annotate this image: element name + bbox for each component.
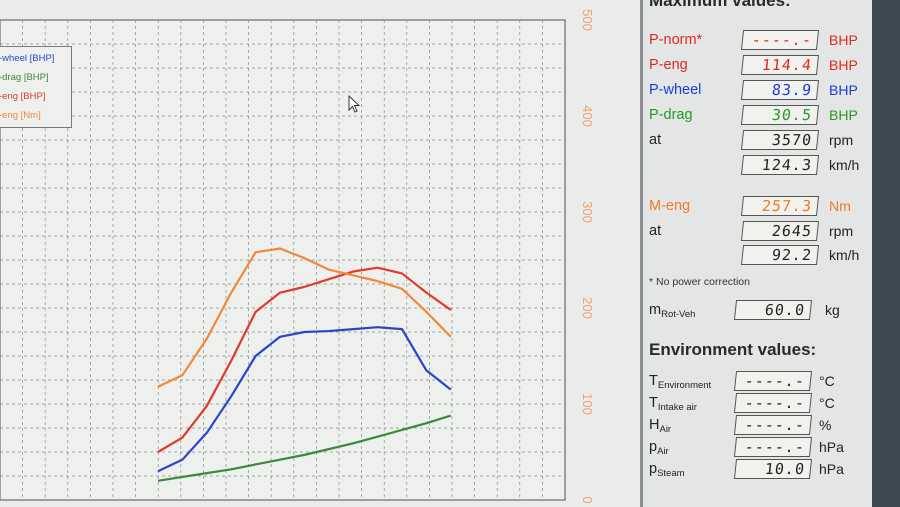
mouse-cursor-icon xyxy=(348,94,361,113)
right-axis-tick-label: 200 xyxy=(580,297,595,319)
value-label: P-wheel xyxy=(649,82,702,98)
series-line-2 xyxy=(157,266,452,453)
torque-rows-row: at 2645 rpm xyxy=(649,220,873,243)
screen-bezel xyxy=(872,0,900,507)
value-unit: rpm xyxy=(829,132,854,148)
max-rows-row: 124.3 km/h xyxy=(649,155,873,177)
value-display: ----.- xyxy=(740,30,820,50)
value-display: 124.3 xyxy=(740,155,820,175)
value-label: pSteam xyxy=(649,461,685,479)
value-label: P-eng xyxy=(649,57,688,73)
series-line-3 xyxy=(157,247,452,388)
value-unit: °C xyxy=(819,395,835,411)
value-label: pAir xyxy=(649,439,669,457)
value-unit: BHP xyxy=(829,57,858,73)
value-display: ----.- xyxy=(733,393,813,413)
value-unit: Nm xyxy=(829,198,851,214)
value-label: M-eng xyxy=(649,198,691,214)
right-axis-tick-label: 100 xyxy=(580,393,595,415)
value-label: at xyxy=(649,222,662,239)
right-axis-tick-label: 300 xyxy=(580,201,595,223)
value-display: ----.- xyxy=(733,371,813,391)
max-rows-row: at 3570 rpm xyxy=(649,130,873,152)
env-rows-row: pSteam 10.0 hPa xyxy=(649,459,873,481)
value-display: 257.3 xyxy=(740,196,820,216)
max-rows-row: P-norm* ----.- BHP xyxy=(649,30,873,52)
value-unit: BHP xyxy=(829,82,858,98)
value-label: TEnvironment xyxy=(649,373,712,391)
value-display: 3570 xyxy=(740,130,820,150)
value-display: 92.2 xyxy=(740,245,820,265)
rot-mass-unit: kg xyxy=(825,302,840,318)
rot-mass-label: mRot-Veh xyxy=(649,302,696,320)
series-line-1 xyxy=(157,414,452,482)
value-unit: hPa xyxy=(819,439,844,455)
env-rows-row: HAir ----.-% xyxy=(649,415,873,437)
max-rows-row: P-eng 114.4 BHP xyxy=(649,55,873,77)
value-label: at xyxy=(649,132,662,148)
legend-item: -wheel [BHP] xyxy=(0,53,55,64)
value-unit: hPa xyxy=(819,461,844,477)
value-unit: °C xyxy=(819,373,835,389)
chart-legend: -wheel [BHP] -drag [BHP] -eng [BHP] -eng [N… xyxy=(0,46,72,128)
value-label: P-norm* xyxy=(649,32,703,48)
value-unit: BHP xyxy=(829,32,858,48)
torque-rows-row: 92.2 km/h xyxy=(649,245,873,267)
dyno-chart-panel: 0 100 200 300 400 500 -wheel [BHP] -drag [BHP]… xyxy=(0,0,640,507)
series-line-0 xyxy=(157,326,452,473)
power-correction-note: * No power correction xyxy=(649,276,750,288)
value-unit: km/h xyxy=(829,247,860,263)
rot-mass-row: mRot-Veh 60.0 kg xyxy=(649,300,873,322)
rot-mass-display: 60.0 xyxy=(733,300,813,320)
env-values-title: Environment values: xyxy=(649,340,817,359)
right-axis-tick-label: 500 xyxy=(580,9,595,31)
value-unit: BHP xyxy=(829,107,858,123)
max-rows-row: P-wheel 83.9 BHP xyxy=(649,80,873,102)
env-rows-row: TIntake air ----.- °C xyxy=(649,393,873,415)
legend-item: -eng [BHP] xyxy=(0,91,46,102)
legend-item: -eng [Nm] xyxy=(0,110,41,121)
power-torque-chart: 0 100 200 300 400 500 xyxy=(0,9,595,504)
value-label: TIntake air xyxy=(649,395,697,413)
value-display: ----.- xyxy=(733,415,813,435)
value-display: 114.4 xyxy=(740,55,820,75)
value-display: 30.5 xyxy=(740,105,820,125)
max-values-title: Maximum values: xyxy=(649,0,791,10)
value-display: ----.- xyxy=(733,437,813,457)
right-axis-tick-label: 400 xyxy=(580,105,595,127)
value-unit: rpm xyxy=(829,222,854,239)
values-panel: Maximum values: P-norm* ----.- BHP P-eng 114… xyxy=(640,0,872,507)
value-unit: % xyxy=(819,417,832,433)
value-display: 83.9 xyxy=(740,80,820,100)
value-label: HAir xyxy=(649,417,672,435)
torque-rows-row: M-eng 257.3 Nm xyxy=(649,196,873,218)
env-rows-row: TEnvironment ----.- °C xyxy=(649,371,873,393)
legend-item: -drag [BHP] xyxy=(0,72,49,83)
env-rows-row: pAir ----.- hPa xyxy=(649,437,873,459)
max-rows-row: P-drag 30.5 BHP xyxy=(649,105,873,127)
value-display: 10.0 xyxy=(733,459,813,479)
value-unit: km/h xyxy=(829,157,860,173)
value-label: P-drag xyxy=(649,107,693,123)
value-display: 2645 xyxy=(740,220,820,241)
right-axis-tick-label: 0 xyxy=(580,496,595,503)
